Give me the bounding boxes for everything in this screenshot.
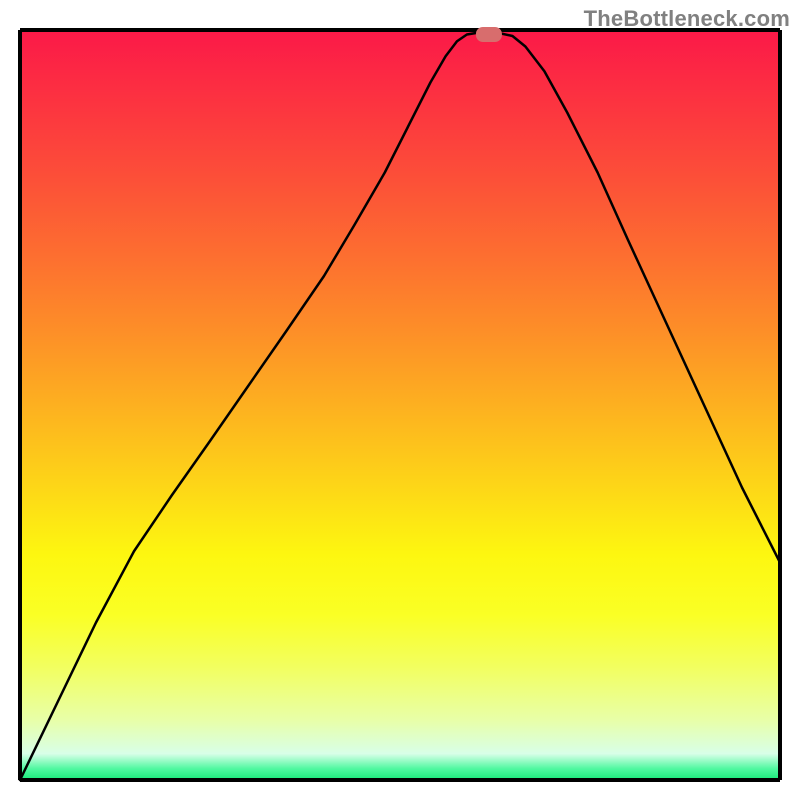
value-marker [476,27,502,42]
chart-svg [0,0,800,800]
watermark-label: TheBottleneck.com [584,6,790,32]
chart-canvas: TheBottleneck.com [0,0,800,800]
